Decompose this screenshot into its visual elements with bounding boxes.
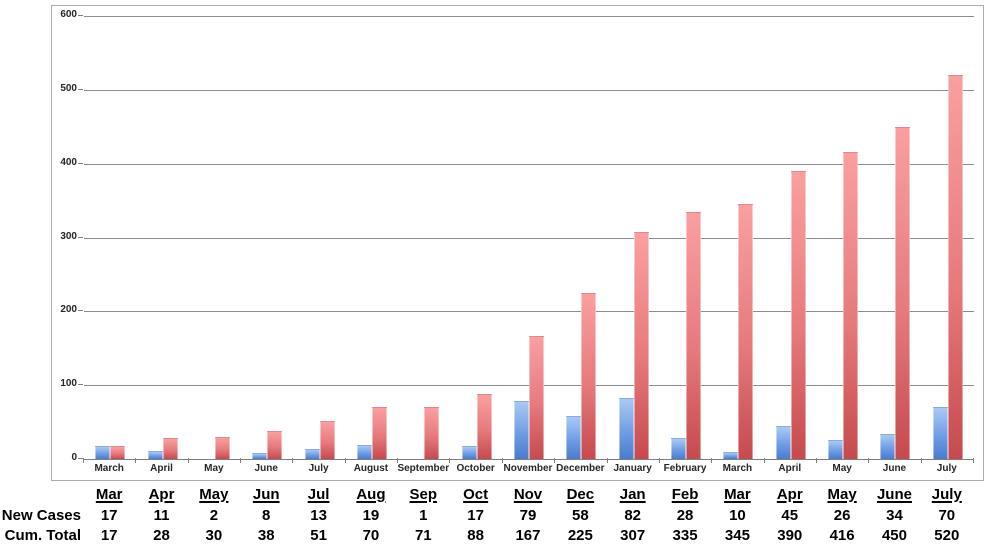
table-col-header: Apr xyxy=(776,486,803,503)
bar-new-cases xyxy=(147,451,163,459)
bar-new-cases xyxy=(828,440,844,459)
table-cell: 88 xyxy=(467,527,484,544)
table-cell: 2 xyxy=(209,507,219,524)
table-col-header: Apr xyxy=(148,486,175,503)
bar-new-cases xyxy=(514,401,529,459)
table-cell: 10 xyxy=(729,507,746,524)
table-cell: 34 xyxy=(886,507,903,524)
table-cell: 390 xyxy=(777,527,803,544)
table-col-header: June xyxy=(876,486,912,503)
bar-new-cases xyxy=(880,434,896,459)
gridline xyxy=(84,89,974,91)
bar-cum-total xyxy=(371,407,387,459)
gridline xyxy=(84,237,974,239)
bar-new-cases xyxy=(199,458,215,459)
table-col-header: May xyxy=(199,486,229,503)
table-cell: 26 xyxy=(833,507,851,524)
table-cell: 58 xyxy=(572,507,589,524)
bar-new-cases xyxy=(723,452,739,459)
table-cell: 450 xyxy=(881,527,907,544)
bar-new-cases xyxy=(252,453,268,459)
table-col-header: Jul xyxy=(307,486,330,503)
bar-cum-total xyxy=(947,75,963,459)
bar-cum-total xyxy=(581,293,597,459)
data-table: Mar Apr May Jun Jul Aug Sep Oct Nov Dec Jan Feb Mar A… xyxy=(0,485,986,545)
gridline xyxy=(84,163,974,165)
table-cell: 8 xyxy=(262,507,271,524)
table-cell: 17 xyxy=(100,527,118,544)
plot-area xyxy=(52,6,983,480)
table-col-header: Feb xyxy=(671,486,699,503)
bar-cum-total xyxy=(476,394,492,459)
x-axis-line xyxy=(84,459,974,460)
table-cell: 520 xyxy=(934,527,960,544)
bar-cum-total xyxy=(895,127,911,459)
bar-cum-total xyxy=(529,336,544,459)
bar-cum-total xyxy=(843,152,859,459)
table-col-header: Nov xyxy=(513,486,543,503)
gridline xyxy=(84,16,974,17)
table-cell: 335 xyxy=(672,527,698,544)
table-col-header: Sep xyxy=(409,486,438,503)
bar-new-cases xyxy=(671,438,687,459)
table-col-header: Jun xyxy=(252,486,280,503)
bar-cum-total xyxy=(110,446,126,459)
table-cell: 79 xyxy=(519,507,537,524)
gridline xyxy=(84,311,974,313)
table-row-label: New Cases xyxy=(1,507,81,524)
bar-cum-total xyxy=(738,204,754,459)
bar-new-cases xyxy=(775,426,791,459)
bar-new-cases xyxy=(95,446,111,459)
bar-new-cases xyxy=(356,445,372,459)
table-cell: 70 xyxy=(362,527,380,544)
bar-cum-total xyxy=(319,421,335,459)
table-row-label: Cum. Total xyxy=(4,527,81,544)
table-cell: 17 xyxy=(467,507,484,524)
table-cell: 416 xyxy=(829,527,855,544)
table-col-header: July xyxy=(931,486,962,503)
table-cell: 167 xyxy=(515,527,541,544)
bar-new-cases xyxy=(304,449,320,459)
bar-cum-total xyxy=(267,431,283,459)
table-cell: 70 xyxy=(938,507,956,524)
table-cell: 28 xyxy=(153,527,170,544)
table-cell: 13 xyxy=(310,507,327,524)
table-cell: 11 xyxy=(153,507,170,524)
table-cell: 28 xyxy=(676,507,694,524)
bar-cum-total xyxy=(686,212,702,459)
table-cell: 1 xyxy=(419,507,428,524)
table-cell: 71 xyxy=(414,527,432,544)
table-cell: 30 xyxy=(205,527,223,544)
table-cell: 51 xyxy=(310,527,327,544)
bar-cum-total xyxy=(633,232,649,459)
table-cell: 82 xyxy=(624,507,642,524)
table-cell: 345 xyxy=(724,527,750,544)
bar-new-cases xyxy=(461,446,477,459)
bar-cum-total xyxy=(424,407,440,459)
table-col-header: Mar xyxy=(95,486,123,503)
bar-new-cases xyxy=(409,458,425,459)
table-cell: 45 xyxy=(781,507,799,524)
table-cell: 17 xyxy=(100,507,118,524)
bar-cum-total xyxy=(162,438,178,459)
table-cell: 19 xyxy=(362,507,380,524)
bar-new-cases xyxy=(566,416,582,459)
table-col-header: Mar xyxy=(724,486,751,503)
table-col-header: Aug xyxy=(356,486,386,503)
table-cell: 225 xyxy=(567,527,593,544)
chart-frame xyxy=(51,5,984,481)
bar-cum-total xyxy=(214,437,230,459)
table-col-header: Oct xyxy=(463,486,489,503)
bar-new-cases xyxy=(618,398,634,459)
table-col-header: Dec xyxy=(566,486,595,503)
table-col-header: Jan xyxy=(619,486,646,503)
table-cell: 38 xyxy=(257,527,275,544)
bar-new-cases xyxy=(932,407,948,459)
table-cell: 307 xyxy=(620,527,646,544)
table-col-header: May xyxy=(827,486,857,503)
bar-cum-total xyxy=(790,171,806,459)
